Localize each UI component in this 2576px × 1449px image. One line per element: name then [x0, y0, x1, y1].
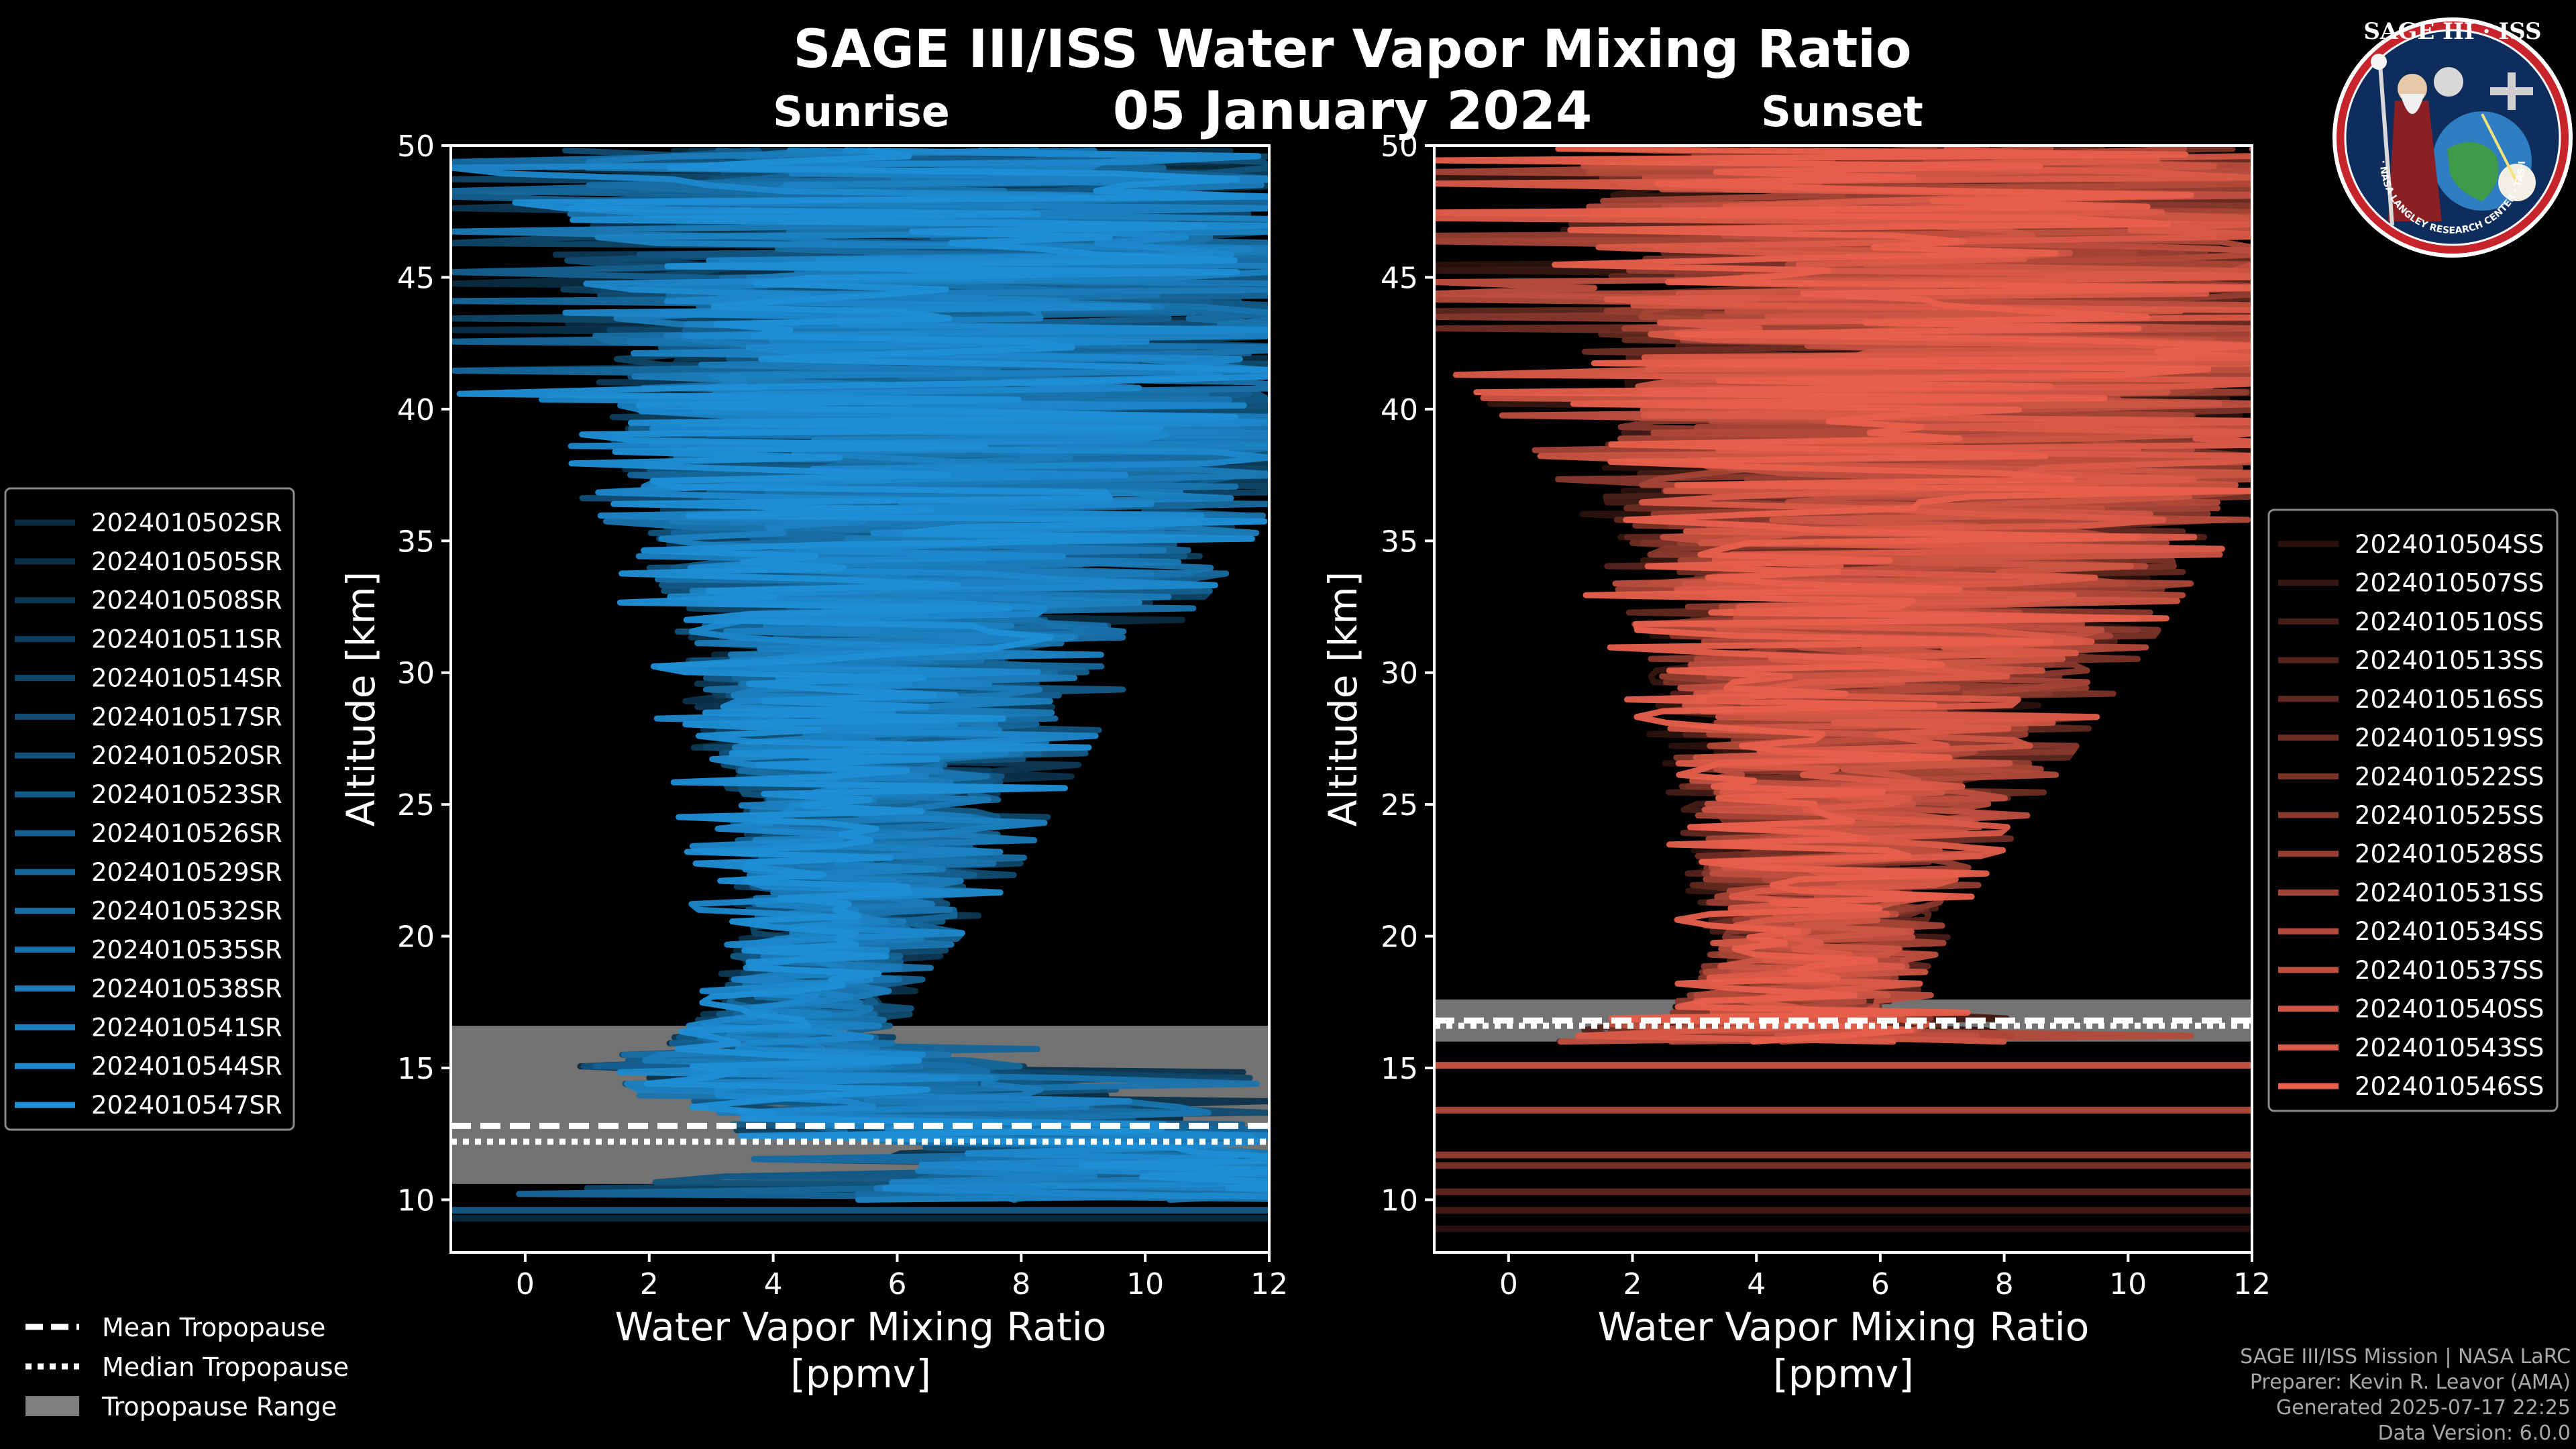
y-tick-label: 35 [397, 525, 435, 559]
figure-date: 05 January 2024 [1113, 81, 1593, 142]
y-tick-label: 30 [397, 657, 435, 691]
y-tick-label: 45 [397, 261, 435, 295]
legend-label: 2024010531SS [2355, 878, 2544, 907]
sunrise-panel-title: Sunrise [773, 87, 950, 136]
legend-label: 2024010502SR [91, 508, 282, 537]
x-tick-label: 2 [1623, 1267, 1642, 1301]
legend-label: 2024010543SS [2355, 1033, 2544, 1062]
y-tick-label: 45 [1381, 261, 1418, 295]
y-tick-label: 30 [1381, 657, 1418, 691]
y-tick-label: 10 [1381, 1183, 1418, 1218]
credits-data-version: Data Version: 6.0.0 [2377, 1421, 2571, 1445]
legend-label: 2024010513SS [2355, 646, 2544, 675]
tropopause-range-label: Tropopause Range [101, 1392, 337, 1421]
legend-label: 2024010532SR [91, 897, 282, 926]
profile-2024010543SS [1434, 146, 2252, 1045]
legend-label: 2024010538SR [91, 974, 282, 1003]
legend-label: 2024010544SR [91, 1052, 282, 1081]
y-tick-label: 15 [397, 1052, 435, 1086]
x-tick-label: 2 [640, 1267, 659, 1301]
legend-label: 2024010534SS [2355, 917, 2544, 946]
x-tick-label: 0 [516, 1267, 535, 1301]
sunset-y-axis-label: Altitude [km] [1320, 572, 1366, 826]
legend-label: 2024010508SR [91, 586, 282, 615]
legend-label: 2024010510SS [2355, 607, 2544, 636]
sunrise-y-axis-label: Altitude [km] [338, 572, 384, 826]
y-tick-label: 25 [1381, 788, 1418, 822]
legend-label: 2024010537SS [2355, 956, 2544, 985]
x-tick-label: 4 [1747, 1267, 1766, 1301]
y-tick-label: 40 [1381, 393, 1418, 427]
profile-2024010547SR [456, 147, 1269, 1192]
x-tick-label: 6 [888, 1267, 906, 1301]
legend-label: 2024010541SR [91, 1013, 282, 1042]
y-tick-label: 10 [397, 1183, 435, 1218]
legend-label: 2024010528SS [2355, 840, 2544, 869]
sunset-panel-title: Sunset [1761, 87, 1923, 136]
credits-footer: SAGE III/ISS Mission | NASA LaRC Prepare… [2240, 1344, 2571, 1446]
profile-2024010546SS [1434, 146, 2252, 1045]
legend-label: 2024010517SR [91, 702, 282, 731]
y-tick-label: 50 [397, 129, 435, 164]
y-tick-label: 20 [397, 920, 435, 955]
legend-label: 2024010526SR [91, 819, 282, 848]
y-tick-label: 20 [1381, 920, 1418, 955]
legend-label: 2024010523SR [91, 780, 282, 809]
credits-generated: Generated 2025-07-17 22:25 [2275, 1396, 2571, 1419]
legend-label: 2024010505SR [91, 547, 282, 576]
sunset-legend-frame [2267, 508, 2559, 1112]
legend-label: 2024010511SR [91, 625, 282, 654]
x-tick-label: 12 [1250, 1267, 1288, 1301]
figure-title: SAGE III/ISS Water Vapor Mixing Ratio [793, 19, 1911, 80]
credits-preparer: Preparer: Kevin R. Leavor (AMA) [2249, 1371, 2571, 1394]
x-tick-label: 12 [2233, 1267, 2271, 1301]
x-tick-label: 8 [1995, 1267, 2014, 1301]
legend-label: 2024010529SR [91, 858, 282, 887]
sunset-legend: 2024010504SS 2024010507SS 2024010510SS 2024… [2267, 508, 2559, 1112]
sunrise-x-axis-unit: [ppmv] [790, 1351, 931, 1397]
legend-label: 2024010525SS [2355, 801, 2544, 830]
y-tick-label: 50 [1381, 129, 1418, 164]
legend-label: 2024010540SS [2355, 995, 2544, 1024]
legend-label: 2024010514SR [91, 663, 282, 692]
x-tick-label: 10 [2109, 1267, 2147, 1301]
sunrise-x-axis-label: Water Vapor Mixing Ratio [615, 1304, 1107, 1350]
sunrise-plot-frame [449, 144, 1271, 1254]
sunrise-legend-frame [4, 487, 295, 1131]
sunset-x-axis-label: Water Vapor Mixing Ratio [1598, 1304, 2090, 1350]
legend-label: 2024010516SS [2355, 685, 2544, 714]
x-tick-label: 4 [764, 1267, 783, 1301]
legend-label: 2024010520SR [91, 741, 282, 770]
credits-mission: SAGE III/ISS Mission | NASA LaRC [2240, 1345, 2571, 1368]
legend-label: 2024010535SR [91, 936, 282, 965]
sunrise-panel: Sunrise 0 2 4 6 8 10 12 10 15 20 25 30 35 40 45 50 Alti… [338, 87, 1288, 1397]
sunset-panel: Sunset 0 2 4 6 8 10 12 10 15 20 25 30 35 40 45 50 Altit… [1320, 87, 2271, 1397]
sunrise-legend: 2024010502SR 2024010505SR 2024010508SR 2024… [4, 487, 295, 1131]
legend-label: 2024010519SS [2355, 724, 2544, 753]
y-tick-label: 15 [1381, 1052, 1418, 1086]
y-tick-label: 40 [397, 393, 435, 427]
sunset-x-axis-unit: [ppmv] [1773, 1351, 1914, 1397]
legend-label: 2024010507SS [2355, 569, 2544, 598]
legend-label: 2024010522SS [2355, 762, 2544, 791]
x-tick-label: 6 [1871, 1267, 1890, 1301]
x-tick-label: 8 [1012, 1267, 1030, 1301]
sunset-plot-frame [1433, 144, 2253, 1254]
logo-title: SAGE III · ISS [2363, 18, 2541, 45]
legend-label: 2024010504SS [2355, 530, 2544, 559]
mean-tropopause-label: Mean Tropopause [102, 1313, 325, 1342]
y-tick-label: 35 [1381, 525, 1418, 559]
tropopause-range-swatch [25, 1396, 79, 1416]
x-tick-label: 10 [1126, 1267, 1164, 1301]
legend-label: 2024010547SR [91, 1091, 282, 1120]
legend-label: 2024010546SS [2355, 1072, 2544, 1101]
tropopause-legend: Mean Tropopause Median Tropopause Tropop… [25, 1313, 349, 1421]
y-tick-label: 25 [397, 788, 435, 822]
x-tick-label: 0 [1499, 1267, 1518, 1301]
median-tropopause-label: Median Tropopause [102, 1352, 349, 1382]
